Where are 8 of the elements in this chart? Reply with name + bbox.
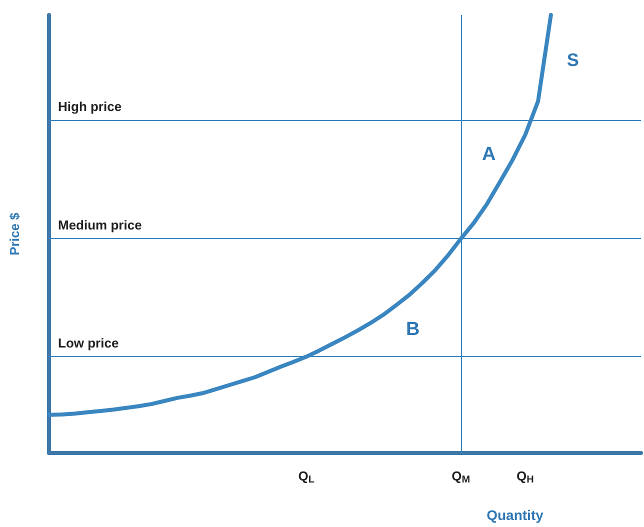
annotation: A (482, 144, 496, 165)
annotation: B (406, 319, 420, 340)
x-axis-title: Quantity (486, 507, 544, 523)
ref-line-label: Medium price (58, 217, 142, 232)
series-label: S (566, 50, 579, 70)
ref-line-label: High price (58, 99, 122, 114)
ref-line-label: Low price (58, 336, 119, 351)
y-axis-title: Price $ (7, 212, 22, 256)
